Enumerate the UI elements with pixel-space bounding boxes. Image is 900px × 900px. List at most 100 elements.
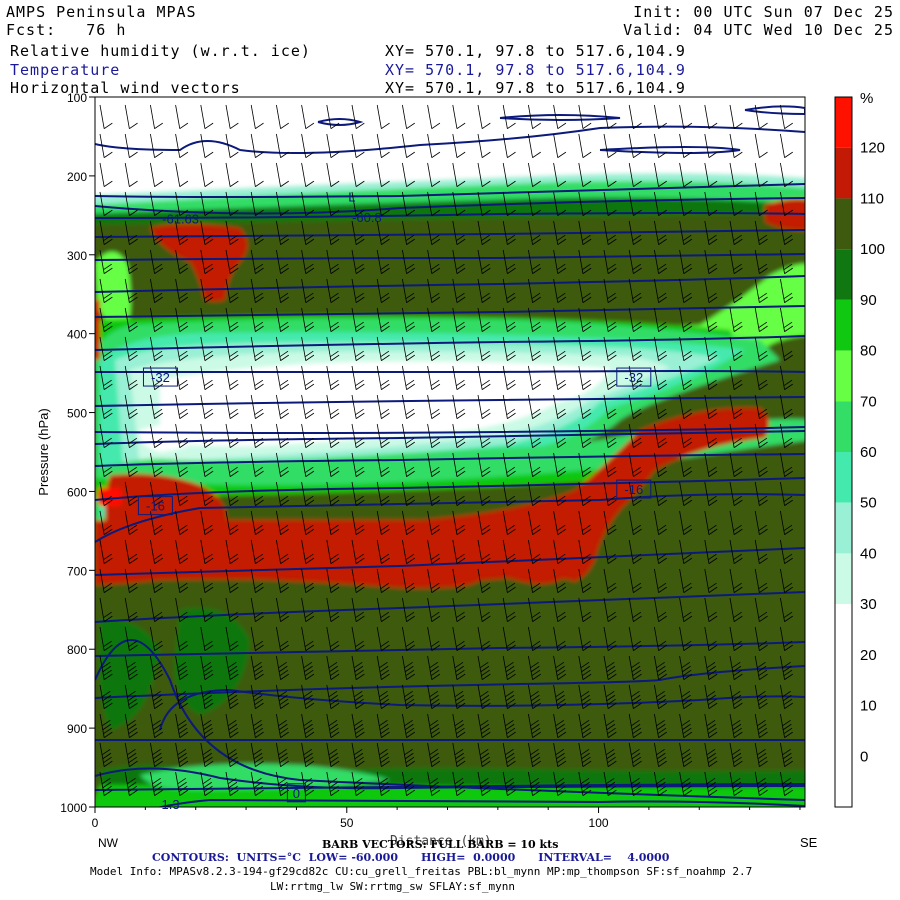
wind-barb [754,307,768,332]
wind-barb [402,133,415,158]
barb-flag [658,441,667,448]
wind-barb [326,365,340,390]
barb-flag [456,760,466,767]
barb-flag [479,748,489,756]
barb-flag [179,586,189,593]
barb-flag [456,499,466,506]
barb-flag [330,615,340,622]
barb-shaft [124,510,130,535]
colorbar-unit: % [860,90,873,107]
barb-shaft [603,365,609,390]
barb-flag [607,412,617,419]
wind-barb [452,597,466,622]
barb-flag [129,789,138,796]
barb-flag [103,379,112,387]
wind-barb [729,336,743,361]
barb-flag [733,760,743,767]
barb-shaft [124,336,130,361]
barb-shaft [603,597,609,622]
barb-flag [656,777,665,785]
barb-shaft [402,336,407,361]
wind-barb [502,191,516,216]
barb-flag [582,582,591,590]
barb-flag [607,731,617,738]
wind-barb [200,133,214,158]
barb-shaft [376,249,382,274]
wind-barb [225,771,239,796]
plot-area [95,97,805,807]
barb-flag [456,412,466,419]
wind-barb [301,365,315,390]
barb-flag [682,752,691,760]
barb-flag [129,238,138,245]
barb-flag [607,296,617,303]
wind-barb [754,713,768,738]
barb-flag [683,122,693,129]
wind-barb [578,191,592,216]
barb-flag [280,412,289,419]
wind-barb [124,336,138,361]
barb-flag [355,669,364,677]
wind-barb [502,597,516,622]
barb-flag [507,238,516,245]
barb-flag [607,611,616,619]
barb-flag [204,466,213,474]
barb-flag [129,354,138,361]
wind-barb [427,133,441,158]
barb-shaft [301,452,307,477]
wind-barb [276,713,289,738]
barb-shaft [276,655,281,680]
wind-barb [452,394,466,419]
barb-flag [607,553,616,561]
barb-shaft [780,423,785,448]
barb-flag [304,321,314,329]
wind-barb [628,307,642,332]
barb-flag [784,760,793,767]
wind-barb [528,336,541,361]
model-title: AMPS Peninsula MPAS [6,3,197,21]
init-time: Init: 00 UTC Sun 07 Dec 25 [633,3,894,21]
barb-flag [657,756,667,764]
barb-flag [557,702,567,709]
wind-barb [427,162,441,187]
barb-flag [784,151,793,158]
temperature-labels: -32 -32-16-160 [137,367,652,803]
barb-flag [431,412,441,419]
barb-flag [682,665,691,673]
barb-shaft [402,510,407,535]
wind-barb [502,249,516,274]
wind-barb [679,452,693,477]
barb-flag [280,441,289,448]
wind-barb [376,307,390,332]
wind-barb [578,278,592,303]
barb-flag [129,441,138,448]
barb-flag [381,557,390,564]
wind-barb [628,742,642,767]
barb-shaft [654,597,659,622]
isotherm [159,688,805,731]
barb-flag [154,760,163,767]
wind-barb [729,394,743,419]
x-tick-label: 0 [92,816,99,830]
barb-flag [683,180,693,187]
wind-barb [654,742,667,767]
barb-flag [481,673,491,680]
barb-flag [582,644,592,651]
barb-flag [733,122,743,129]
barb-flag [708,321,717,329]
barb-shaft [200,771,206,796]
wind-barb [754,336,768,361]
barb-flag [178,234,188,242]
barb-flag [759,673,768,680]
barb-shaft [452,104,458,129]
barb-shaft [502,394,508,419]
barb-flag [178,263,188,271]
barb-flag [406,528,415,535]
barb-shaft [427,423,433,448]
barb-flag [103,528,113,535]
barb-flag [430,669,440,677]
field-name-wind: Horizontal wind vectors [10,79,241,97]
colorbar-band [835,97,852,148]
barb-flag [759,731,768,738]
barb-shaft [351,452,357,477]
